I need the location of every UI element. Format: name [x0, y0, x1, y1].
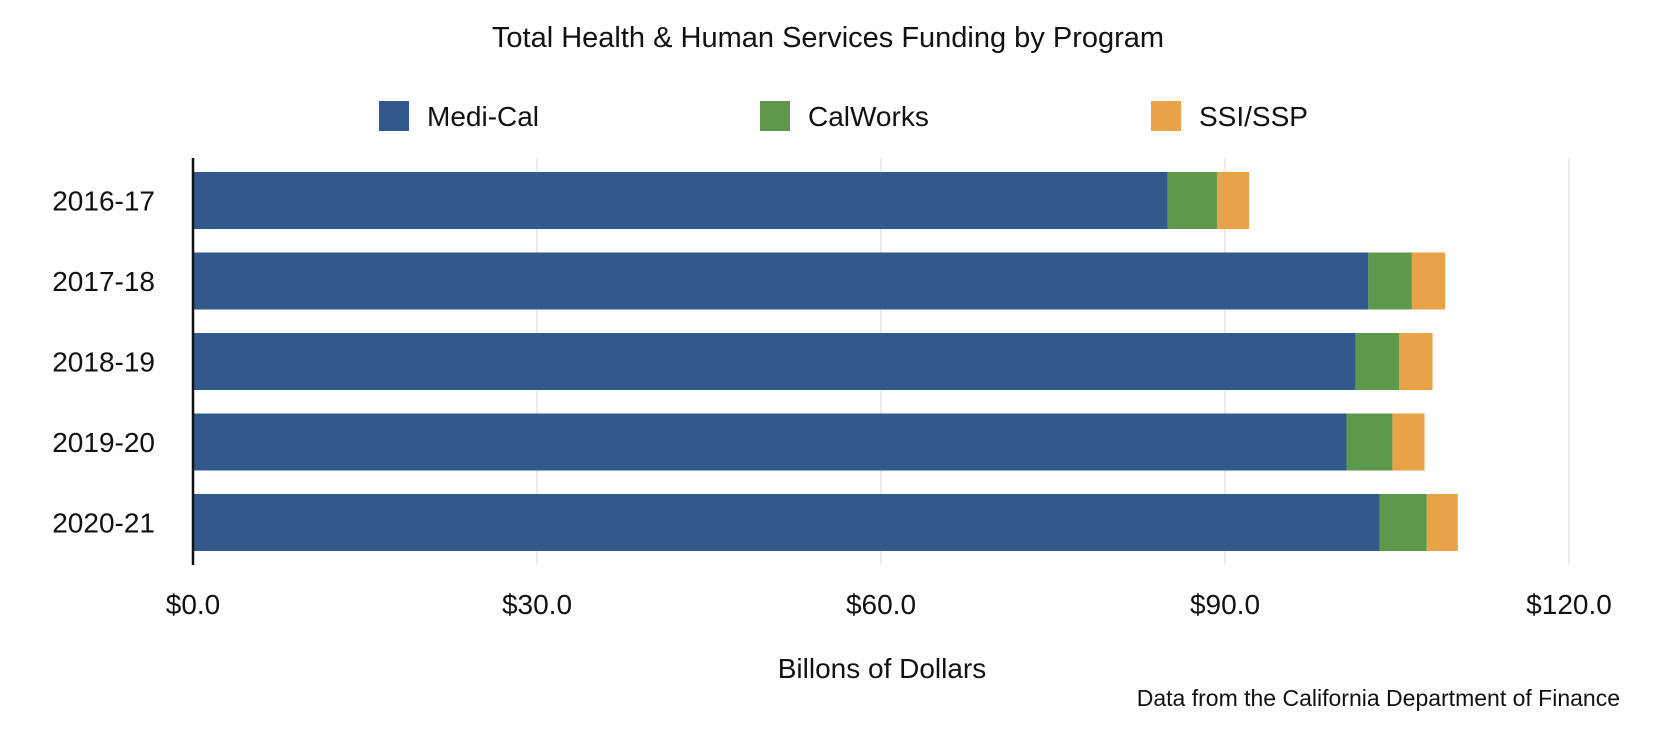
chart-title: Total Health & Human Services Funding by…: [492, 22, 1164, 54]
bar-row-2020-21: [193, 494, 1458, 551]
bar-row-2017-18: [193, 252, 1446, 310]
y-axis: 2016-17 2017-18 2018-19 2019-20 2020-21: [52, 158, 195, 565]
bar-row-2019-20: [193, 413, 1425, 471]
bar-segment-ssi-ssp-2020-21: [1426, 494, 1458, 551]
y-tick-label: 2018-19: [52, 347, 155, 378]
x-tick-label: $30.0: [502, 589, 572, 620]
source-note: Data from the California Department of F…: [1137, 685, 1620, 711]
x-tick-label: $60.0: [846, 589, 916, 620]
x-tick-label: $120.0: [1526, 589, 1612, 620]
y-tick-label: 2019-20: [52, 427, 155, 458]
bar-segment-ssi-ssp-2017-18: [1411, 252, 1446, 310]
bar-segment-calworks-2019-20: [1346, 413, 1393, 471]
legend-label: Medi-Cal: [427, 101, 539, 132]
bar-row-2016-17: [193, 172, 1250, 229]
x-tick-label: $0.0: [166, 589, 221, 620]
bar-segment-medi-cal-2017-18: [193, 252, 1369, 310]
x-axis: $0.0 $30.0 $60.0 $90.0 $120.0: [166, 589, 1612, 620]
bar-segment-calworks-2018-19: [1355, 333, 1400, 390]
bar-segment-ssi-ssp-2016-17: [1216, 172, 1250, 229]
bar-segment-ssi-ssp-2018-19: [1399, 333, 1433, 390]
bar-row-2018-19: [193, 333, 1433, 390]
legend-label: CalWorks: [808, 101, 929, 132]
legend: Medi-Cal CalWorks SSI/SSP: [379, 101, 1308, 132]
bar-segment-calworks-2017-18: [1368, 252, 1412, 310]
x-tick-label: $90.0: [1190, 589, 1260, 620]
y-tick-label: 2017-18: [52, 266, 155, 297]
legend-label: SSI/SSP: [1199, 101, 1308, 132]
bar-segment-calworks-2016-17: [1167, 172, 1217, 229]
bar-segment-medi-cal-2019-20: [193, 413, 1347, 471]
bar-segment-medi-cal-2020-21: [193, 494, 1380, 551]
legend-swatch: [760, 101, 790, 131]
bar-segment-medi-cal-2016-17: [193, 172, 1168, 229]
x-axis-label: Billons of Dollars: [778, 653, 987, 684]
bar-segment-ssi-ssp-2019-20: [1392, 413, 1425, 471]
legend-item-calworks: CalWorks: [760, 101, 929, 132]
legend-item-medi-cal: Medi-Cal: [379, 101, 539, 132]
bar-segment-calworks-2020-21: [1379, 494, 1427, 551]
legend-swatch: [1151, 101, 1181, 131]
bars: [193, 172, 1458, 551]
legend-item-ssi-ssp: SSI/SSP: [1151, 101, 1308, 132]
legend-swatch: [379, 101, 409, 131]
y-tick-label: 2020-21: [52, 508, 155, 539]
bar-segment-medi-cal-2018-19: [193, 333, 1356, 390]
y-tick-label: 2016-17: [52, 186, 155, 217]
